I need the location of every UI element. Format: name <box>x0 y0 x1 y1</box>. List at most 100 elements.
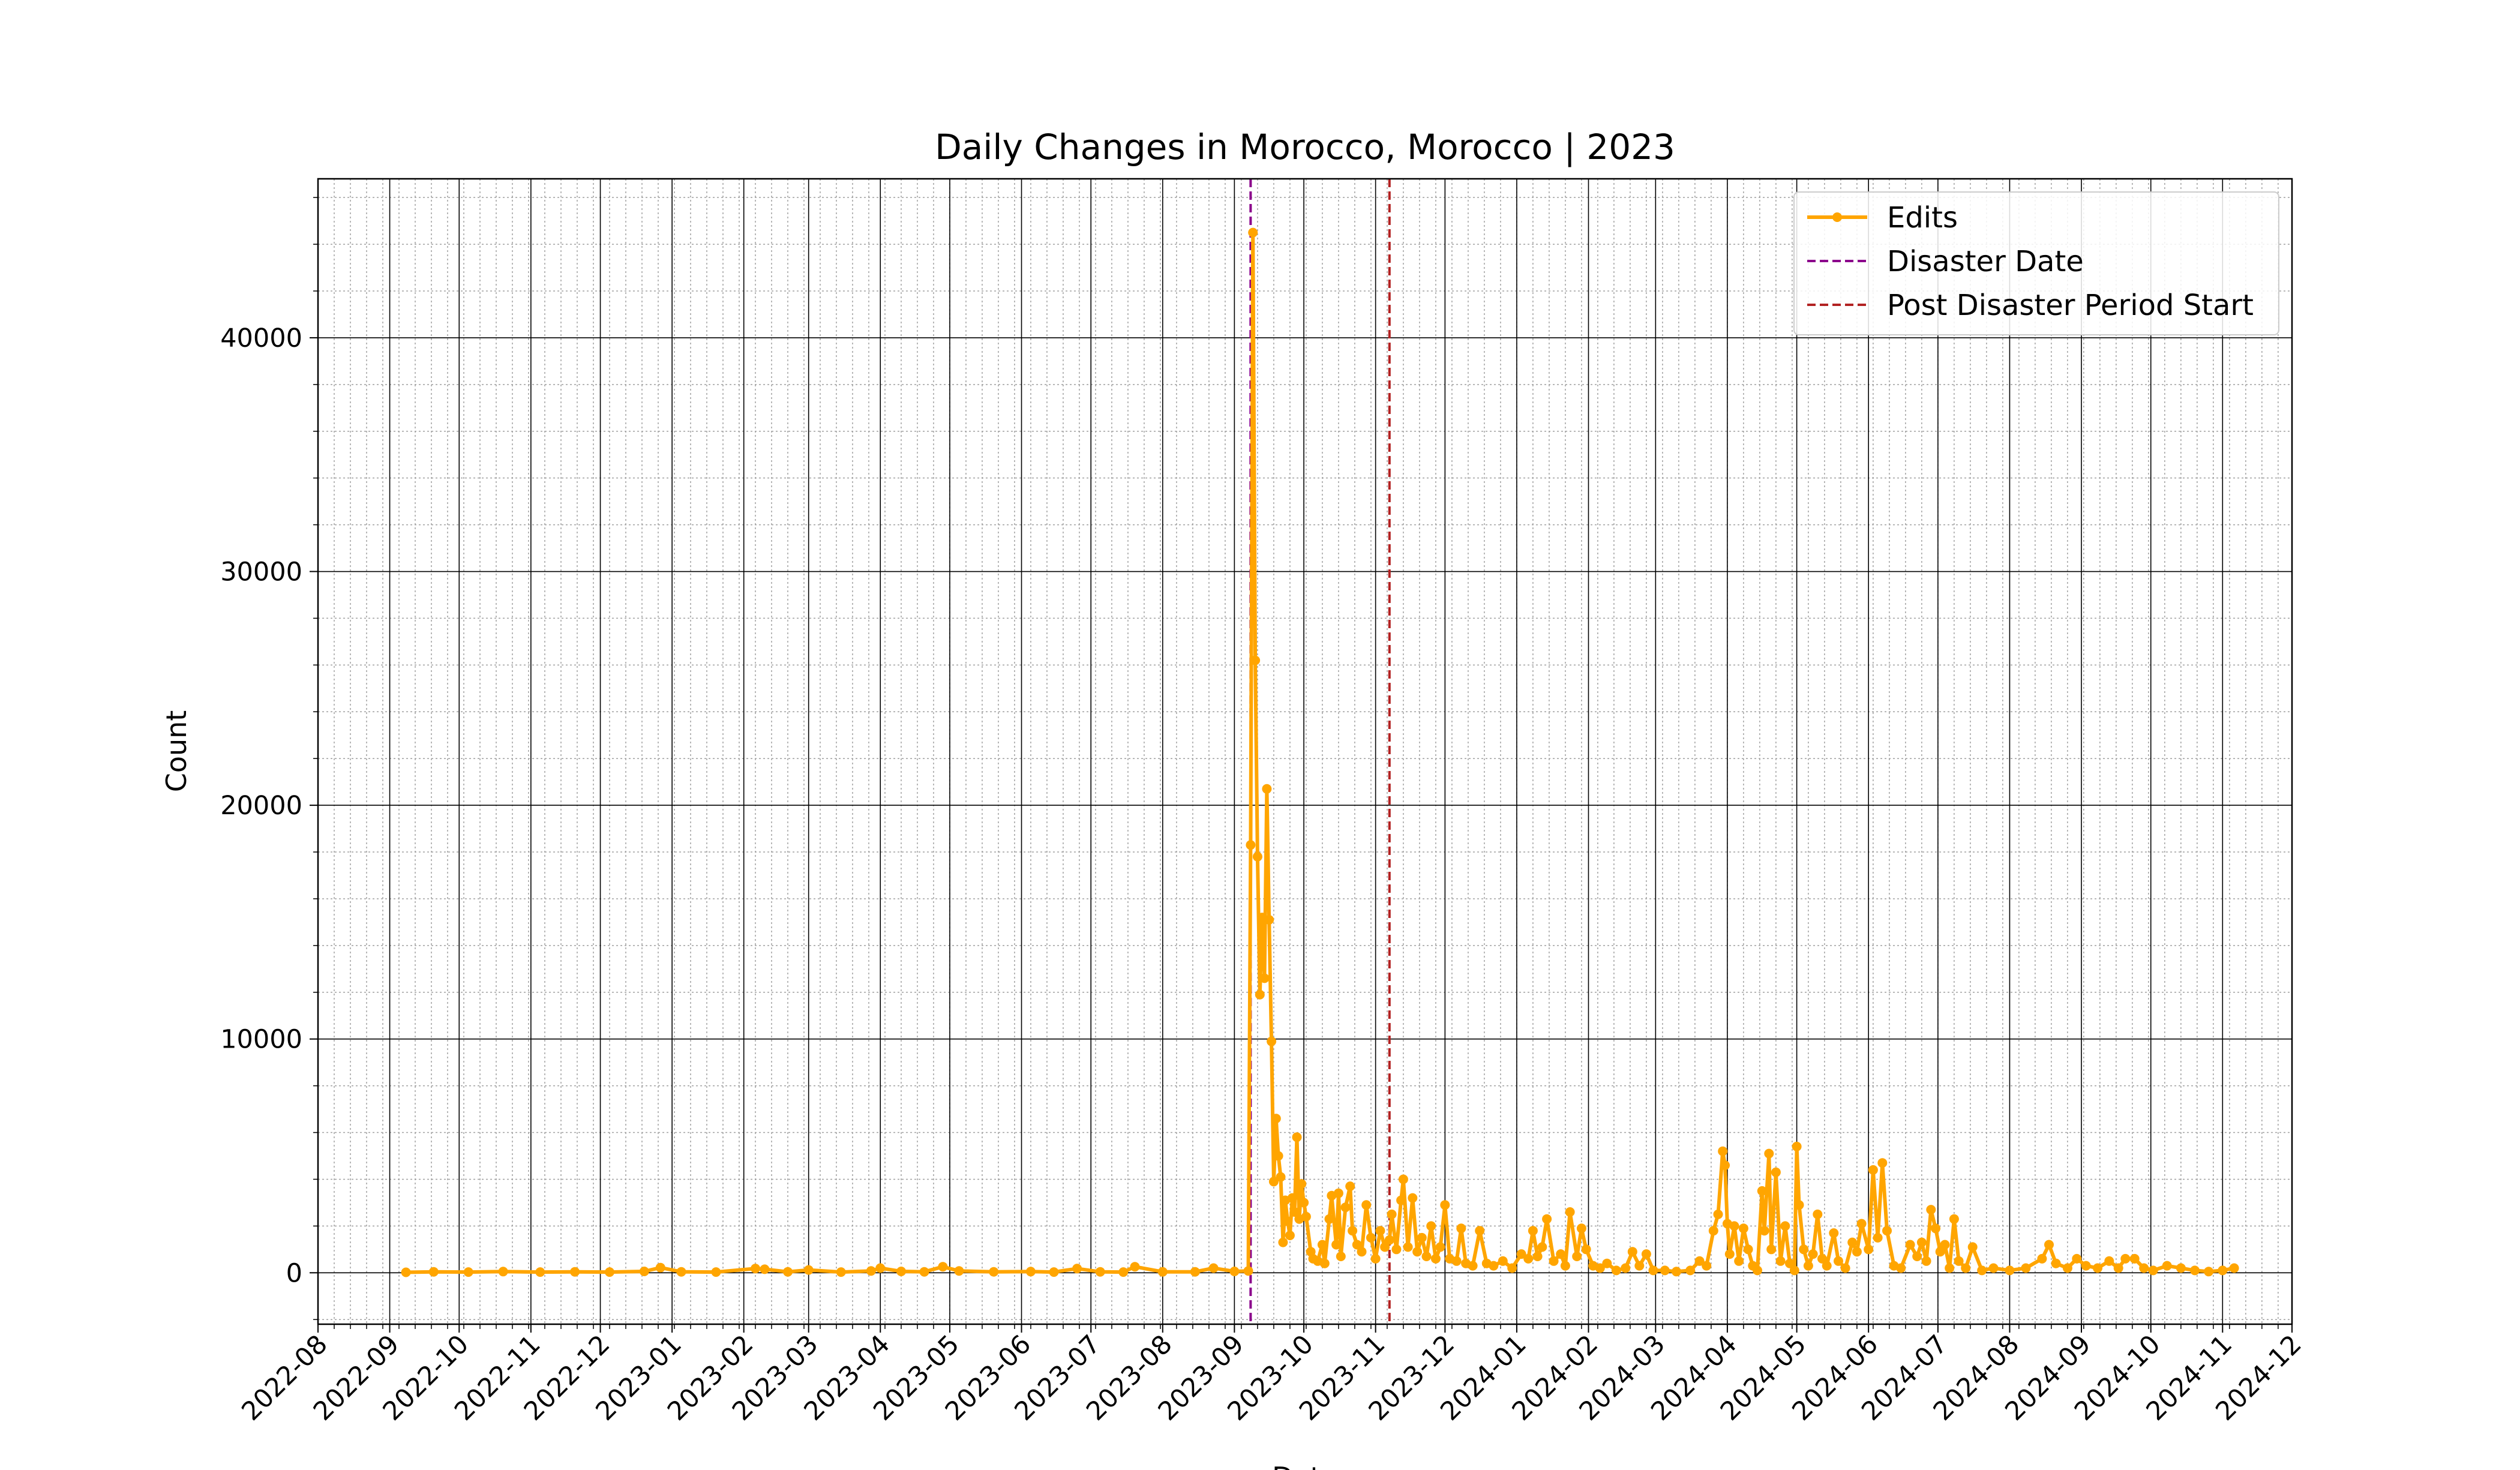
data-point <box>1672 1267 1681 1277</box>
legend: Edits Disaster Date Post Disaster Period S… <box>1793 191 2279 335</box>
data-point <box>1877 1158 1888 1168</box>
data-point <box>2062 1263 2072 1273</box>
data-point <box>1967 1242 1978 1252</box>
data-point <box>1734 1256 1744 1266</box>
data-point <box>1398 1174 1408 1184</box>
data-point <box>570 1267 580 1277</box>
data-point <box>1319 1258 1330 1268</box>
data-point <box>1905 1240 1915 1250</box>
data-point <box>2093 1263 2102 1273</box>
data-point <box>1873 1232 1883 1243</box>
data-point <box>1361 1200 1372 1210</box>
major-grid <box>317 179 2293 1324</box>
data-point <box>1095 1267 1105 1277</box>
data-point <box>938 1262 948 1272</box>
data-point <box>2218 1265 2228 1276</box>
data-point <box>711 1267 721 1277</box>
data-point <box>1660 1265 1670 1276</box>
y-tick-label: 30000 <box>220 557 302 587</box>
data-point <box>1847 1237 1858 1247</box>
data-point <box>1896 1263 1906 1273</box>
data-point <box>2037 1253 2047 1264</box>
data-point <box>1276 1172 1286 1182</box>
data-point <box>1301 1211 1311 1222</box>
data-point <box>1426 1221 1436 1231</box>
data-point <box>1935 1247 1945 1257</box>
data-point <box>428 1267 439 1277</box>
data-point <box>1380 1242 1390 1252</box>
y-tick-label: 20000 <box>220 791 302 821</box>
data-point <box>1456 1223 1466 1234</box>
data-point <box>1648 1265 1658 1276</box>
data-point <box>1840 1263 1850 1273</box>
y-tick-label: 10000 <box>220 1025 302 1055</box>
data-point <box>1621 1263 1631 1273</box>
data-point <box>2081 1261 2091 1271</box>
data-point <box>1759 1226 1769 1236</box>
data-point <box>783 1267 793 1277</box>
data-point <box>1208 1263 1219 1273</box>
data-point <box>954 1266 964 1276</box>
legend-box <box>1793 191 2279 335</box>
data-point <box>1408 1193 1418 1203</box>
data-point <box>1961 1263 1971 1273</box>
data-point <box>1713 1209 1723 1219</box>
data-point <box>1771 1167 1781 1177</box>
data-point <box>1264 915 1274 925</box>
data-point <box>2190 1265 2200 1276</box>
data-point <box>1926 1205 1936 1215</box>
data-point <box>2139 1263 2149 1273</box>
data-point <box>1498 1256 1508 1266</box>
plot-background <box>318 179 2292 1324</box>
data-point <box>1118 1267 1129 1277</box>
data-point <box>760 1264 770 1274</box>
y-tick-label: 40000 <box>220 323 302 353</box>
data-point <box>1595 1263 1605 1273</box>
data-point <box>1317 1240 1327 1250</box>
data-point <box>1856 1219 1867 1229</box>
data-point <box>1331 1240 1342 1250</box>
data-point <box>1283 1216 1293 1226</box>
data-point <box>1634 1261 1645 1271</box>
data-point <box>1921 1256 1931 1266</box>
data-point <box>896 1267 906 1276</box>
data-point <box>1435 1242 1445 1252</box>
data-point <box>1336 1252 1346 1261</box>
y-axis-ticks: 0 10000 20000 30000 40000 <box>220 197 318 1320</box>
data-point <box>1775 1256 1786 1266</box>
data-point <box>1720 1160 1730 1171</box>
data-point <box>2005 1265 2015 1276</box>
data-point <box>1537 1242 1547 1252</box>
data-point <box>498 1267 508 1277</box>
legend-label: Disaster Date <box>1887 245 2084 278</box>
data-point <box>2072 1253 2082 1264</box>
data-point <box>1348 1226 1358 1236</box>
data-point <box>1916 1237 1927 1247</box>
data-point <box>463 1267 473 1277</box>
data-point <box>1724 1249 1735 1259</box>
data-point <box>875 1263 886 1273</box>
data-point <box>1384 1235 1394 1245</box>
data-point <box>1267 1036 1277 1046</box>
data-point <box>1421 1252 1432 1261</box>
data-point <box>2204 1267 2214 1277</box>
data-point <box>1912 1252 1922 1261</box>
data-point <box>1560 1261 1570 1271</box>
data-point <box>1252 851 1262 862</box>
data-point <box>1864 1244 1874 1255</box>
data-point <box>836 1267 846 1277</box>
data-point <box>1581 1244 1591 1255</box>
data-point <box>1940 1240 1950 1250</box>
data-point <box>1954 1256 1964 1266</box>
data-point <box>1738 1223 1748 1234</box>
data-point <box>1289 1207 1300 1217</box>
data-point <box>1412 1247 1423 1257</box>
data-point <box>1130 1262 1140 1272</box>
data-point <box>1229 1267 1240 1276</box>
data-point <box>1988 1263 1999 1273</box>
series-layer <box>401 227 2239 1277</box>
data-point <box>1641 1249 1651 1259</box>
data-point <box>1565 1207 1575 1217</box>
data-point <box>1813 1209 1823 1219</box>
